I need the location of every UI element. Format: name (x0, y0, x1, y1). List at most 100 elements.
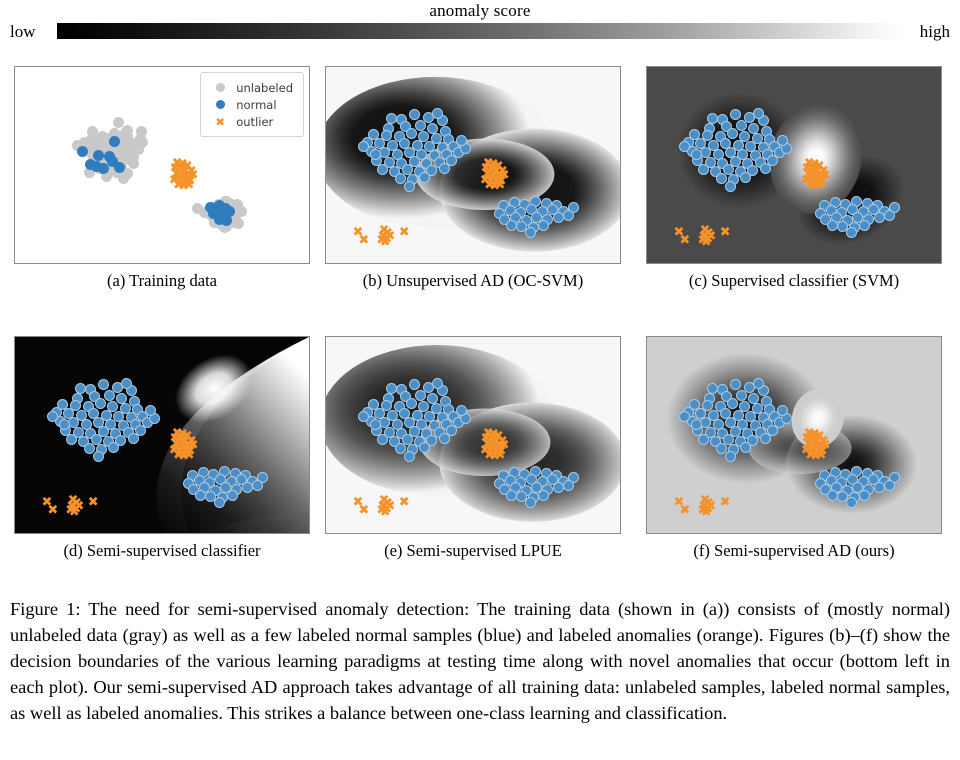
panel-c-supervised-classifier: ✖ ✖ ✖ ✖ ✖ ✖ ✖ ✖ ✖ ✖ ✖ ✖ ✖ ✖ ✖ ✖ ✖ ✖ ✖ ✖ ✖ ✖ ✖ ✖ ✖ ✖ ✖ ✖ (646, 66, 942, 264)
data-point-normal (65, 434, 77, 446)
data-point-outlier: ✖ (815, 447, 827, 463)
data-point-outlier: ✖ (384, 498, 396, 514)
data-point-normal (227, 489, 239, 501)
data-point-outlier: ✖ (168, 442, 180, 458)
data-point-normal (401, 164, 413, 176)
data-point-outlier: ✖ (169, 431, 181, 447)
data-point-outlier: ✖ (808, 168, 820, 184)
data-point-outlier: ✖ (673, 224, 685, 240)
data-point-normal (401, 434, 413, 446)
data-point-unlabeled (128, 157, 139, 169)
data-point-normal (107, 400, 119, 412)
data-point-outlier: ✖ (494, 447, 506, 463)
data-point-normal (845, 227, 857, 239)
data-point-normal (113, 161, 125, 173)
data-point-normal (438, 433, 450, 445)
panel-e-scatter: ✖ ✖ ✖ ✖ ✖ ✖ ✖ ✖ ✖ ✖ ✖ ✖ ✖ ✖ ✖ ✖ ✖ ✖ ✖ ✖ ✖ ✖ ✖ ✖ ✖ ✖ ✖ ✖ (326, 337, 620, 533)
data-point-outlier: ✖ (485, 162, 497, 178)
data-point-normal (820, 214, 832, 226)
data-point-outlier: ✖ (814, 169, 826, 185)
data-point-outlier: ✖ (679, 502, 691, 518)
data-point-outlier: ✖ (376, 503, 388, 519)
data-point-normal (115, 434, 127, 446)
data-point-outlier: ✖ (816, 443, 828, 459)
data-point-normal (84, 158, 96, 170)
data-point-outlier: ✖ (179, 175, 191, 191)
data-point-outlier: ✖ (181, 158, 193, 174)
data-point-normal (845, 497, 857, 509)
data-point-outlier: ✖ (697, 503, 709, 519)
data-point-normal (707, 112, 719, 124)
data-point-outlier: ✖ (493, 439, 505, 455)
data-point-unlabeled (100, 140, 112, 152)
data-point-outlier: ✖ (699, 223, 711, 239)
data-point-outlier: ✖ (801, 431, 813, 447)
data-point-normal (358, 140, 370, 152)
data-point-normal (92, 150, 104, 162)
data-point-outlier: ✖ (183, 447, 195, 463)
data-point-outlier: ✖ (382, 496, 394, 512)
data-point-outlier: ✖ (180, 433, 191, 449)
data-point-outlier: ✖ (87, 494, 99, 510)
data-point-outlier: ✖ (485, 432, 497, 448)
data-point-outlier: ✖ (498, 168, 510, 183)
data-point-outlier: ✖ (811, 445, 823, 461)
data-point-normal (213, 213, 225, 225)
data-point-unlabeled (108, 128, 120, 140)
data-point-outlier: ✖ (168, 172, 180, 188)
data-point-unlabeled (127, 143, 139, 155)
data-point-normal (562, 479, 574, 491)
data-point-outlier: ✖ (178, 449, 190, 465)
data-point-unlabeled (83, 167, 95, 179)
data-point-normal (697, 164, 709, 176)
data-point-outlier: ✖ (815, 177, 827, 193)
data-point-outlier: ✖ (171, 426, 183, 442)
data-point-outlier: ✖ (177, 157, 188, 173)
data-point-normal (431, 107, 443, 119)
panel-b-caption: (b) Unsupervised AD (OC-SVM) (362, 271, 584, 290)
data-point-normal (108, 442, 120, 454)
data-point-outlier: ✖ (698, 229, 710, 245)
data-point-unlabeled (85, 135, 97, 147)
data-point-outlier: ✖ (812, 433, 823, 449)
data-point-normal (759, 433, 771, 445)
data-point-unlabeled (199, 206, 211, 218)
data-point-outlier: ✖ (804, 448, 816, 464)
data-point-outlier: ✖ (384, 228, 396, 244)
data-point-normal (720, 390, 732, 402)
data-point-normal (94, 398, 106, 410)
data-point-outlier: ✖ (698, 499, 710, 515)
data-point-normal (724, 451, 736, 463)
data-point-outlier: ✖ (66, 499, 78, 515)
data-point-outlier: ✖ (483, 448, 495, 464)
data-point-normal (83, 443, 95, 455)
data-point-outlier: ✖ (482, 426, 494, 442)
data-point-outlier: ✖ (377, 499, 389, 515)
data-point-normal (679, 410, 691, 422)
data-point-normal (752, 107, 764, 119)
data-point-normal (188, 484, 200, 496)
data-point-normal (367, 398, 379, 410)
data-point-outlier: ✖ (496, 164, 508, 180)
data-point-outlier: ✖ (495, 173, 507, 189)
data-point-outlier: ✖ (810, 179, 822, 195)
data-point-normal (747, 434, 759, 446)
legend: unlabeled normal ✖ outlier (200, 72, 304, 137)
legend-item-unlabeled: unlabeled (209, 79, 293, 96)
data-point-outlier: ✖ (479, 172, 491, 188)
data-point-outlier: ✖ (489, 179, 501, 195)
data-point-outlier: ✖ (819, 168, 831, 183)
data-point-outlier: ✖ (495, 443, 507, 459)
data-point-normal (108, 135, 120, 147)
data-point-outlier: ✖ (180, 163, 191, 179)
data-point-normal (409, 109, 421, 121)
data-point-normal (722, 434, 734, 446)
data-point-outlier: ✖ (491, 163, 502, 179)
data-point-outlier: ✖ (719, 494, 731, 510)
data-point-normal (777, 405, 789, 417)
data-point-normal (409, 379, 421, 391)
data-point-normal (394, 173, 406, 185)
data-point-unlabeled (122, 167, 134, 179)
data-point-outlier: ✖ (806, 173, 818, 189)
data-point-normal (747, 164, 759, 176)
